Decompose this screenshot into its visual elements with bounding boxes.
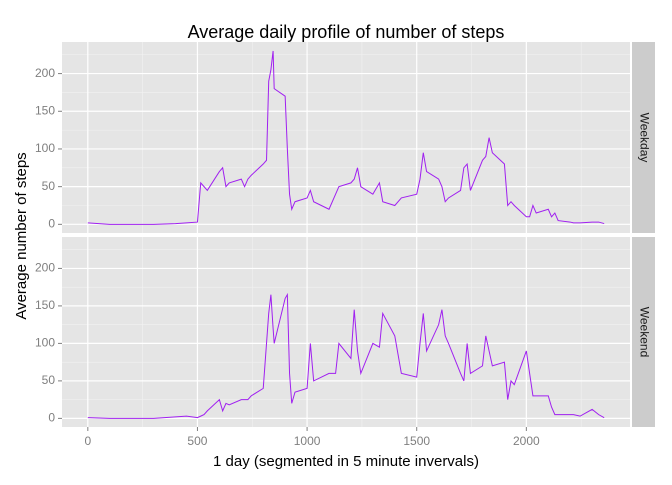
y-tick-label: 150 [35,298,55,312]
x-tick-label: 500 [187,434,207,448]
x-tick-label: 0 [84,434,91,448]
facet-label: Weekday [637,113,651,163]
y-tick-label: 0 [48,411,55,425]
x-axis-label: 1 day (segmented in 5 minute invervals) [213,453,479,470]
facet-label: Weekend [637,307,651,357]
y-tick-label: 0 [48,217,55,231]
data-line [87,50,605,225]
facet-strip [632,42,655,233]
panel-background [62,42,630,233]
facet-strip [632,237,655,427]
x-tick-label: 1000 [294,434,321,448]
y-tick-label: 150 [35,103,55,117]
x-tick-label: 1500 [403,434,430,448]
y-axis-label: Average number of steps [13,152,30,319]
panel-background [62,237,630,427]
y-tick-label: 100 [35,336,55,350]
data-line [87,292,605,419]
y-tick-label: 100 [35,141,55,155]
chart-title: Average daily profile of number of steps [188,22,505,42]
x-tick-label: 2000 [513,434,540,448]
y-tick-label: 200 [35,66,55,80]
y-tick-label: 50 [42,373,56,387]
y-tick-label: 200 [35,261,55,275]
y-tick-label: 50 [42,179,56,193]
